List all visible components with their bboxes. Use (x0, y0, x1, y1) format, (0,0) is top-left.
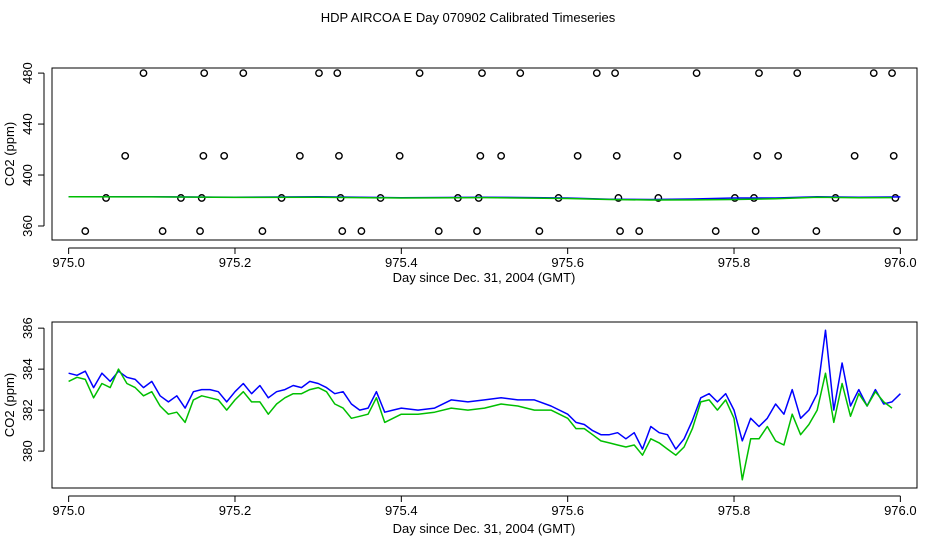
data-point (888, 69, 896, 77)
x-tick-label: 975.6 (551, 503, 584, 518)
data-point (774, 152, 783, 160)
data-point (755, 69, 763, 77)
y-tick-label: 360 (20, 215, 35, 237)
data-point (535, 227, 544, 235)
x-tick-label: 975.0 (52, 503, 85, 518)
data-point (158, 227, 167, 235)
data-point (102, 194, 110, 202)
plot-frame (51, 321, 918, 489)
data-point (869, 69, 878, 77)
plot-marks (68, 69, 901, 235)
data-point (654, 194, 663, 202)
data-point (295, 152, 304, 160)
x-tick-label: 975.2 (219, 255, 252, 270)
y-axis: 360 400 440 480 (20, 62, 45, 237)
series-line (68, 329, 901, 450)
data-point (315, 69, 323, 77)
data-point (434, 227, 443, 235)
scatter-panel: 975.0 975.2 975.4 975.6 975.8 976.0 360 400 440… (2, 62, 918, 285)
y-tick-label: 440 (20, 113, 35, 135)
y-tick-label: 386 (20, 317, 35, 339)
data-point (415, 69, 424, 77)
data-point (395, 152, 404, 160)
x-tick-label: 975.4 (385, 255, 418, 270)
x-tick-label: 976.0 (884, 503, 917, 518)
y-tick-label: 382 (20, 399, 35, 421)
x-tick-label: 975.2 (219, 503, 252, 518)
data-point (335, 152, 343, 160)
data-point (357, 227, 366, 235)
series-line (68, 368, 893, 481)
y-tick-label: 380 (20, 440, 35, 462)
figure-title: HDP AIRCOA E Day 070902 Calibrated Times… (321, 10, 616, 25)
y-tick-label: 480 (20, 62, 35, 84)
x-tick-label: 975.6 (551, 255, 584, 270)
y-axis: 380 382 384 386 (20, 317, 45, 462)
data-point (199, 152, 208, 160)
data-point (812, 227, 821, 235)
series-line (68, 195, 893, 201)
y-tick-label: 384 (20, 358, 35, 380)
data-point (592, 69, 601, 77)
data-point (673, 152, 682, 160)
data-point (692, 69, 701, 77)
x-tick-label: 975.0 (52, 255, 85, 270)
data-point (200, 69, 209, 77)
data-point (239, 69, 248, 77)
x-tick-label: 975.8 (718, 503, 751, 518)
data-point (889, 152, 898, 160)
data-point (516, 69, 525, 77)
x-tick-label: 975.8 (718, 255, 751, 270)
data-point (893, 227, 901, 235)
data-point (891, 194, 900, 202)
data-point (616, 227, 624, 235)
x-tick-label: 976.0 (884, 255, 917, 270)
plot-marks (68, 329, 901, 481)
x-axis-label: Day since Dec. 31, 2004 (GMT) (393, 270, 576, 285)
data-point (478, 69, 486, 77)
data-point (573, 152, 582, 160)
data-point (611, 69, 619, 77)
data-point (497, 152, 506, 160)
data-point (711, 227, 720, 235)
data-point (121, 152, 130, 160)
plot-frame (51, 67, 918, 241)
x-tick-label: 975.4 (385, 503, 418, 518)
x-axis: 975.0 975.2 975.4 975.6 975.8 976.0 (52, 495, 917, 518)
data-point (196, 227, 204, 235)
line-panel: 975.0 975.2 975.4 975.6 975.8 976.0 380 382 384… (2, 317, 918, 536)
x-axis-label: Day since Dec. 31, 2004 (GMT) (393, 521, 576, 536)
data-point (793, 69, 802, 77)
y-axis-label: CO2 (ppm) (2, 373, 17, 437)
data-point (635, 227, 644, 235)
data-point (753, 152, 762, 160)
data-point (258, 227, 267, 235)
data-point (614, 194, 623, 202)
data-point (177, 194, 185, 202)
data-point (333, 69, 342, 77)
data-point (751, 227, 760, 235)
data-point (476, 152, 485, 160)
data-point (850, 152, 859, 160)
data-point (473, 227, 481, 235)
data-point (220, 152, 229, 160)
y-tick-label: 400 (20, 164, 35, 186)
data-point (139, 69, 148, 77)
y-axis-label: CO2 (ppm) (2, 122, 17, 186)
x-axis: 975.0 975.2 975.4 975.6 975.8 976.0 (52, 247, 917, 270)
data-point (81, 227, 90, 235)
data-point (338, 227, 347, 235)
data-point (612, 152, 621, 160)
